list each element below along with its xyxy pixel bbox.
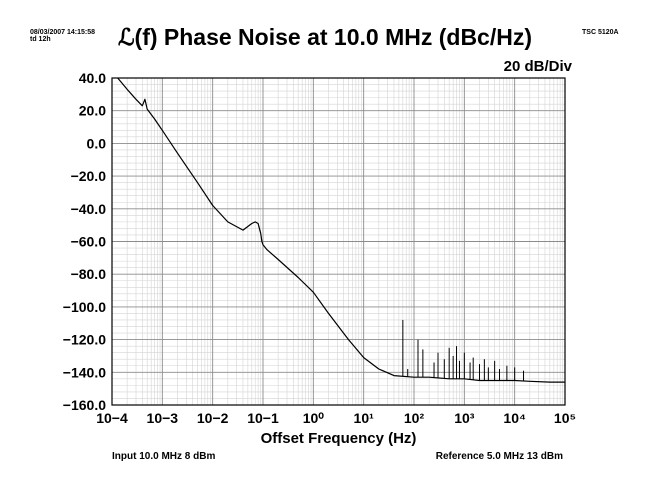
plot-frame	[111, 77, 566, 406]
x-tick-label: 10⁴	[503, 410, 526, 426]
y-tick-label: 40.0	[79, 70, 106, 86]
y-tick-label: −100.0	[63, 299, 106, 315]
input-label: Input 10.0 MHz 8 dBm	[112, 451, 216, 462]
x-tick-label: 10⁵	[554, 410, 576, 426]
timestamp: 08/03/2007 14:15:58 td 12h	[30, 29, 140, 43]
y-tick-label: 0.0	[87, 135, 107, 151]
y-tick-label: −40.0	[71, 201, 107, 217]
x-tick-label: 10−4	[96, 410, 128, 426]
tau-text: td 12h	[30, 36, 51, 43]
x-tick-label: 10−2	[197, 410, 229, 426]
timestamp-text: 08/03/2007 14:15:58	[30, 29, 95, 36]
chart-title: ℒ(f) Phase Noise at 10.0 MHz (dBc/Hz)	[117, 24, 533, 50]
x-tick-label: 10⁰	[303, 410, 325, 426]
x-axis-title: Offset Frequency (Hz)	[261, 430, 417, 447]
y-tick-label: −80.0	[71, 266, 107, 282]
phase-noise-line	[117, 77, 565, 383]
y-tick-label: −160.0	[63, 397, 106, 413]
x-tick-label: 10−3	[147, 410, 179, 426]
y-tick-label: −60.0	[71, 234, 107, 250]
reference-label: Reference 5.0 MHz 13 dBm	[435, 451, 563, 462]
y-tick-label: −120.0	[63, 332, 106, 348]
x-tick-label: 10−1	[247, 410, 279, 426]
x-tick-label: 10³	[454, 410, 475, 426]
y-tick-label: −20.0	[71, 168, 107, 184]
x-tick-label: 10¹	[354, 410, 375, 426]
scale-label: 20 dB/Div	[503, 58, 572, 75]
instrument-label: TSC 5120A	[582, 29, 619, 36]
x-tick-label: 10²	[404, 410, 425, 426]
y-tick-label: −140.0	[63, 364, 106, 380]
y-tick-label: 20.0	[79, 103, 106, 119]
